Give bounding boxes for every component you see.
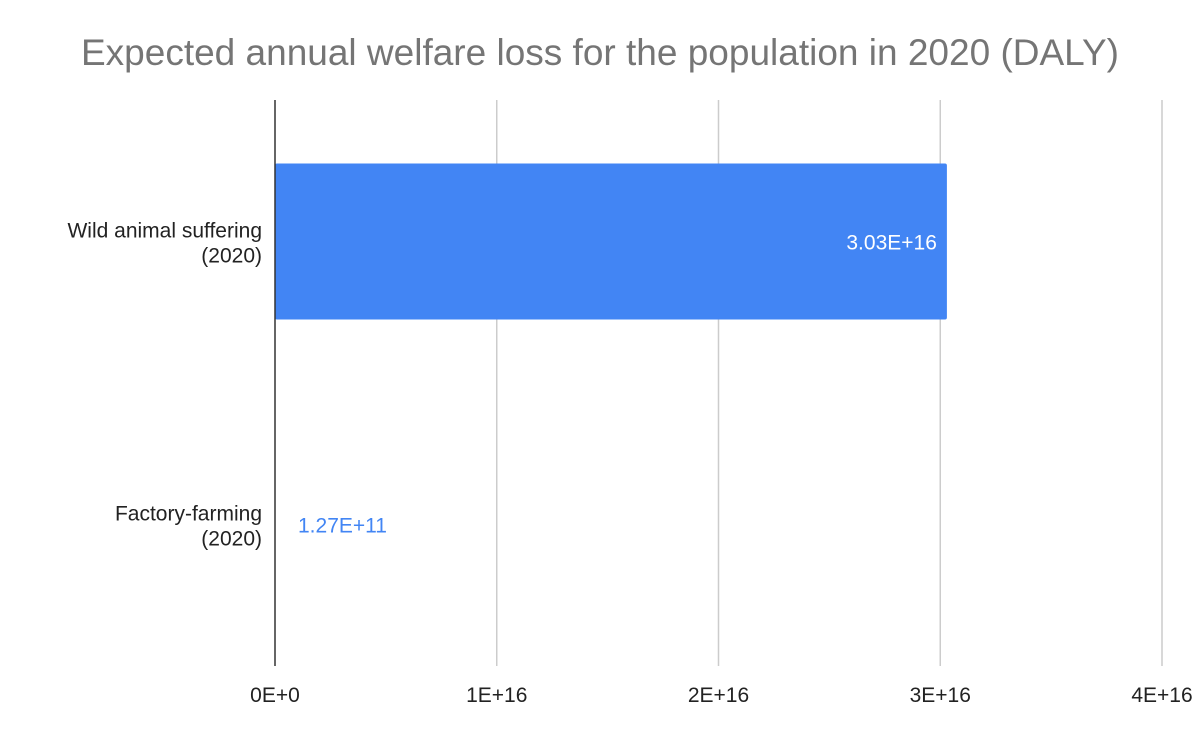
category-label-line-1-0: Factory-farming xyxy=(115,503,262,526)
x-tick-label-4: 4E+16 xyxy=(1131,684,1192,707)
bar-0 xyxy=(275,163,947,320)
category-label-1: Factory-farming (2020) xyxy=(115,503,262,551)
chart-title: Expected annual welfare loss for the pop… xyxy=(80,32,1119,73)
data-label-0: 3.03E+16 xyxy=(846,232,937,255)
category-label-line-0-1: (2020) xyxy=(201,245,262,268)
x-tick-label-1: 1E+16 xyxy=(466,684,527,707)
x-tick-label-0: 0E+0 xyxy=(250,684,300,707)
category-label-line-1-1: (2020) xyxy=(201,528,262,551)
category-label-line-0-0: Wild animal suffering xyxy=(67,220,262,243)
label-layer: 0E+0 1E+16 2E+16 3E+16 4E+16 Wild animal suff… xyxy=(67,220,1192,708)
x-tick-label-3: 3E+16 xyxy=(910,684,971,707)
category-label-0: Wild animal suffering (2020) xyxy=(67,220,262,268)
x-tick-label-2: 2E+16 xyxy=(688,684,749,707)
data-label-1: 1.27E+11 xyxy=(298,515,387,538)
